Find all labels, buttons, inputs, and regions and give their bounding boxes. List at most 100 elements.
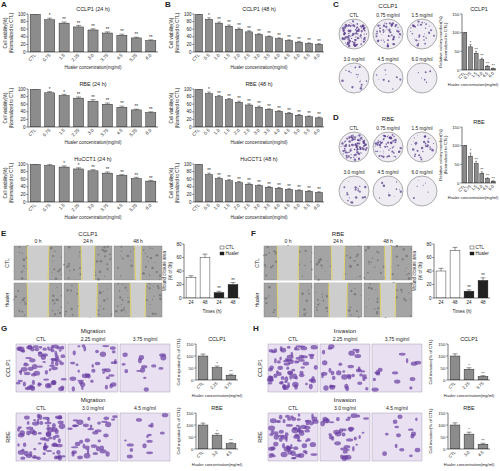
colony-dot — [348, 45, 351, 48]
colony-dot — [357, 148, 359, 150]
error-cap — [203, 254, 208, 255]
y-tick — [192, 111, 194, 112]
transwell-image — [16, 344, 67, 392]
row-label: RBE — [5, 431, 11, 443]
photo — [64, 246, 112, 280]
texture — [57, 270, 59, 272]
colony-dot — [350, 72, 351, 73]
cell-blob — [106, 376, 110, 379]
cell-blob — [47, 424, 50, 427]
texture — [358, 316, 360, 318]
cell-blob — [51, 443, 58, 447]
texture — [266, 246, 268, 248]
bar — [246, 105, 253, 127]
texture — [104, 300, 105, 301]
texture — [120, 309, 122, 311]
wound-gap — [81, 246, 95, 280]
colony-dot — [350, 135, 352, 137]
colony-dot — [361, 84, 363, 86]
texture — [322, 300, 324, 302]
colony-dot — [348, 24, 350, 26]
y-tick-label: 100 — [184, 162, 192, 167]
colony-dot — [418, 39, 420, 41]
y-tick — [26, 111, 28, 112]
y-tick-label: 100 — [452, 30, 460, 35]
texture — [60, 274, 61, 275]
colony-dot — [417, 150, 419, 152]
bar — [226, 181, 233, 202]
x-tick-label: 1.5 — [58, 52, 66, 60]
colony-dot — [385, 26, 387, 28]
cell-blob — [103, 417, 109, 421]
texture — [126, 255, 128, 257]
bar — [469, 47, 473, 70]
colony-dot — [383, 135, 385, 137]
colony-dot — [365, 149, 367, 151]
legend-label: Hualer — [476, 251, 490, 256]
colony-dot — [357, 189, 359, 191]
colony-dot — [356, 23, 358, 25]
texture — [59, 312, 61, 314]
texture — [305, 250, 307, 252]
texture — [102, 247, 103, 248]
wound-image — [364, 245, 412, 280]
y-tick — [182, 284, 184, 285]
texture — [272, 265, 274, 267]
colony-dot — [391, 34, 393, 36]
colony-dot — [382, 29, 384, 31]
cell-blob — [21, 449, 24, 452]
well — [407, 132, 437, 162]
colony-dot — [363, 147, 365, 149]
x-tick-label: CTL — [191, 202, 201, 212]
y-axis-label: (% of 0h) — [418, 261, 423, 280]
cell-blob — [98, 440, 101, 443]
bar — [200, 258, 210, 299]
colony-dot — [390, 141, 392, 143]
y-tick — [26, 52, 28, 53]
texture — [150, 304, 151, 305]
y-tick-label: 0 — [457, 181, 460, 186]
cell-blob — [58, 415, 62, 419]
y-tick — [460, 70, 462, 71]
texture — [317, 279, 319, 281]
x-tick-label: CTL — [27, 202, 37, 212]
cell-blob — [105, 385, 108, 390]
cell-blob — [18, 426, 22, 429]
wound-edge — [141, 246, 142, 280]
significance: ** — [237, 96, 241, 101]
x-tick-label: 5.0 — [293, 127, 301, 135]
x-axis-label: Hualer concentration(mg/ml) — [231, 65, 288, 70]
y-axis — [194, 14, 195, 52]
cell-blob — [52, 380, 56, 384]
colony-dot — [358, 28, 360, 30]
texture — [319, 303, 320, 304]
bar — [102, 173, 112, 202]
colony-dot — [366, 80, 368, 82]
y-tick-label: 20 — [186, 192, 192, 197]
assay-title: Migration — [81, 397, 106, 403]
significance: ** — [237, 23, 241, 28]
cell-blob — [16, 382, 20, 385]
figure: 020406080100***************CTL0.751.52.2… — [0, 0, 500, 471]
y-tick-label: 40 — [186, 34, 192, 39]
cell-blob — [84, 453, 91, 459]
y-tick-label: 60 — [186, 102, 192, 107]
texture — [376, 251, 378, 253]
bar — [256, 186, 263, 202]
cell-blob — [58, 438, 61, 443]
legend-label: CTL — [226, 245, 235, 250]
texture — [121, 304, 122, 305]
texture — [104, 246, 106, 248]
error-stem — [481, 58, 482, 59]
texture — [149, 283, 151, 285]
texture — [60, 307, 61, 308]
texture — [364, 277, 366, 279]
bar — [286, 41, 293, 52]
colony-dot — [342, 153, 343, 154]
x-tick-label: 6.0 — [487, 70, 495, 78]
colony-dot — [346, 25, 348, 27]
x-tick-label: 3.0 — [87, 52, 95, 60]
chart-title: RBE — [473, 119, 485, 125]
colony-dot — [356, 146, 358, 148]
colony-dot — [391, 23, 393, 25]
